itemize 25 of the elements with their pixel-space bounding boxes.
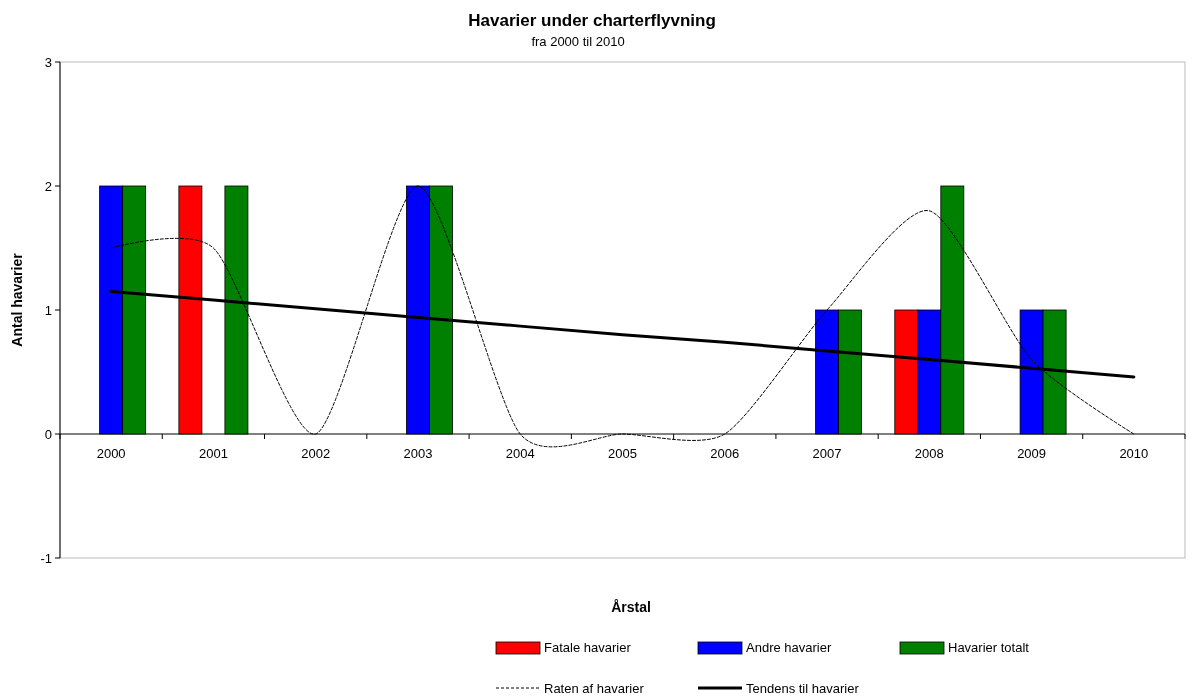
y-tick-label: -1 xyxy=(40,550,52,566)
x-tick-label: 2008 xyxy=(914,446,944,461)
x-tick-label: 2004 xyxy=(505,446,535,461)
x-tick-label: 2006 xyxy=(710,446,740,461)
x-tick-label: 2002 xyxy=(301,446,331,461)
x-tick-label: 2009 xyxy=(1017,446,1047,461)
y-tick-label: 0 xyxy=(44,426,52,442)
chart-subtitle: fra 2000 til 2010 xyxy=(531,34,625,49)
chart-title: Havarier under charterflyvning xyxy=(468,11,716,30)
x-tick-label: 2010 xyxy=(1119,446,1149,461)
legend-label: Havarier totalt xyxy=(948,640,1030,655)
legend-label: Fatale havarier xyxy=(544,640,632,655)
y-tick-label: 2 xyxy=(44,178,52,194)
legend-label: Andre havarier xyxy=(746,640,832,655)
y-tick-label: 1 xyxy=(44,302,52,318)
y-axis-title: Antal havarier xyxy=(9,252,25,347)
y-tick-label: 3 xyxy=(44,54,52,70)
legend-label: Raten af havarier xyxy=(544,681,645,696)
legend-label: Tendens til havarier xyxy=(746,681,860,696)
x-tick-label: 2003 xyxy=(403,446,433,461)
x-tick-label: 2007 xyxy=(812,446,842,461)
x-tick-label: 2001 xyxy=(198,446,228,461)
x-tick-label: 2005 xyxy=(608,446,637,461)
x-axis-title: Årstal xyxy=(611,599,651,615)
x-tick-label: 2000 xyxy=(96,446,126,461)
